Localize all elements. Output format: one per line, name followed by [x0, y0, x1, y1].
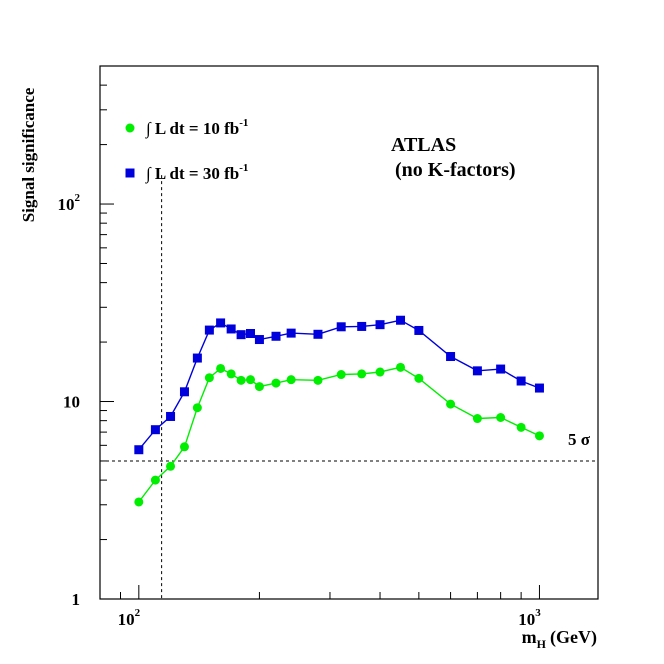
data-point: [336, 322, 346, 332]
data-point: [134, 497, 144, 507]
x-tick-label: 103: [518, 607, 541, 629]
x-tick-exponent: 2: [135, 607, 141, 619]
data-point: [216, 363, 226, 373]
data-point: [134, 445, 144, 455]
x-axis-unit: (GeV): [550, 627, 597, 648]
data-point: [192, 353, 202, 363]
data-point: [216, 318, 226, 328]
legend-entry-30fb: ∫ L dt = 30 fb-1: [125, 162, 248, 184]
data-point: [271, 378, 281, 388]
data-point: [446, 399, 456, 409]
x-axis-title: mH (GeV): [522, 627, 597, 651]
y-tick-base: 10: [58, 195, 75, 214]
data-point: [357, 369, 367, 379]
data-point: [313, 329, 323, 339]
data-point: [496, 412, 506, 422]
data-point: [204, 373, 214, 383]
data-point: [396, 362, 406, 372]
legend-value: 10 fb: [203, 119, 239, 138]
data-point: [375, 320, 385, 330]
data-point: [336, 370, 346, 380]
data-point: [396, 315, 406, 325]
data-point: [375, 367, 385, 377]
data-point: [246, 375, 256, 385]
data-point: [496, 364, 506, 374]
data-point: [246, 329, 256, 339]
reference-lines: [100, 175, 598, 599]
data-point: [472, 414, 482, 424]
x-tick-exponent: 3: [535, 607, 541, 619]
data-point: [179, 442, 189, 452]
data-point: [236, 375, 246, 385]
x-axis-subscript: H: [537, 637, 547, 651]
x-tick-label: 102: [118, 607, 141, 629]
series-line: [138, 319, 540, 451]
data-point: [414, 325, 424, 335]
y-tick-label: 102: [58, 192, 81, 214]
x-tick-base: 10: [518, 610, 535, 629]
legend-exponent: -1: [239, 117, 248, 129]
data-point: [414, 373, 424, 383]
legend-label-10fb: ∫ L dt = 10 fb-1: [145, 117, 248, 139]
legend-marker-square: [125, 168, 135, 178]
data-point: [166, 411, 176, 421]
data-point: [166, 461, 176, 471]
data-point: [534, 431, 544, 441]
x-axis-symbol: m: [522, 627, 537, 647]
y-tick-label: 1: [72, 590, 81, 609]
data-point: [534, 383, 544, 393]
annotation-atlas: ATLAS: [391, 134, 456, 156]
data-point: [286, 328, 296, 338]
data-point: [192, 403, 202, 413]
legend-value: 30 fb: [203, 164, 239, 183]
x-tick-base: 10: [118, 610, 135, 629]
plot-frame: [99, 65, 599, 600]
data-point: [226, 324, 236, 334]
data-point: [516, 422, 526, 432]
series-line: [138, 366, 540, 503]
data-point: [254, 335, 264, 345]
y-tick-label: 10: [63, 393, 80, 412]
y-axis-title: Signal significance: [19, 87, 38, 222]
data-point: [446, 352, 456, 362]
legend-prefix: ∫ L dt =: [145, 119, 203, 139]
legend-label-30fb: ∫ L dt = 30 fb-1: [145, 162, 248, 184]
legend-prefix: ∫ L dt =: [145, 164, 203, 184]
data-point: [179, 387, 189, 397]
data-point: [516, 376, 526, 386]
data-point: [286, 375, 296, 385]
data-point: [357, 321, 367, 331]
data-point: [254, 382, 264, 392]
data-point: [204, 325, 214, 335]
series-10fb: [134, 362, 544, 507]
legend-exponent: -1: [239, 162, 248, 174]
five-sigma-label: 5 σ: [568, 430, 591, 449]
legend-entry-10fb: ∫ L dt = 10 fb-1: [125, 117, 248, 139]
legend-marker-circle: [125, 123, 135, 133]
data-point: [226, 369, 236, 379]
series-layer: [134, 315, 544, 507]
data-point: [472, 366, 482, 376]
data-point: [313, 375, 323, 385]
annotation-no-k-factors: (no K-factors): [395, 159, 516, 181]
series-30fb: [134, 315, 544, 455]
y-tick-exponent: 2: [75, 192, 81, 204]
data-point: [271, 331, 281, 341]
data-point: [150, 475, 160, 485]
data-point: [150, 425, 160, 435]
data-point: [236, 330, 246, 340]
legend: ∫ L dt = 10 fb-1 ∫ L dt = 30 fb-1: [125, 117, 248, 184]
